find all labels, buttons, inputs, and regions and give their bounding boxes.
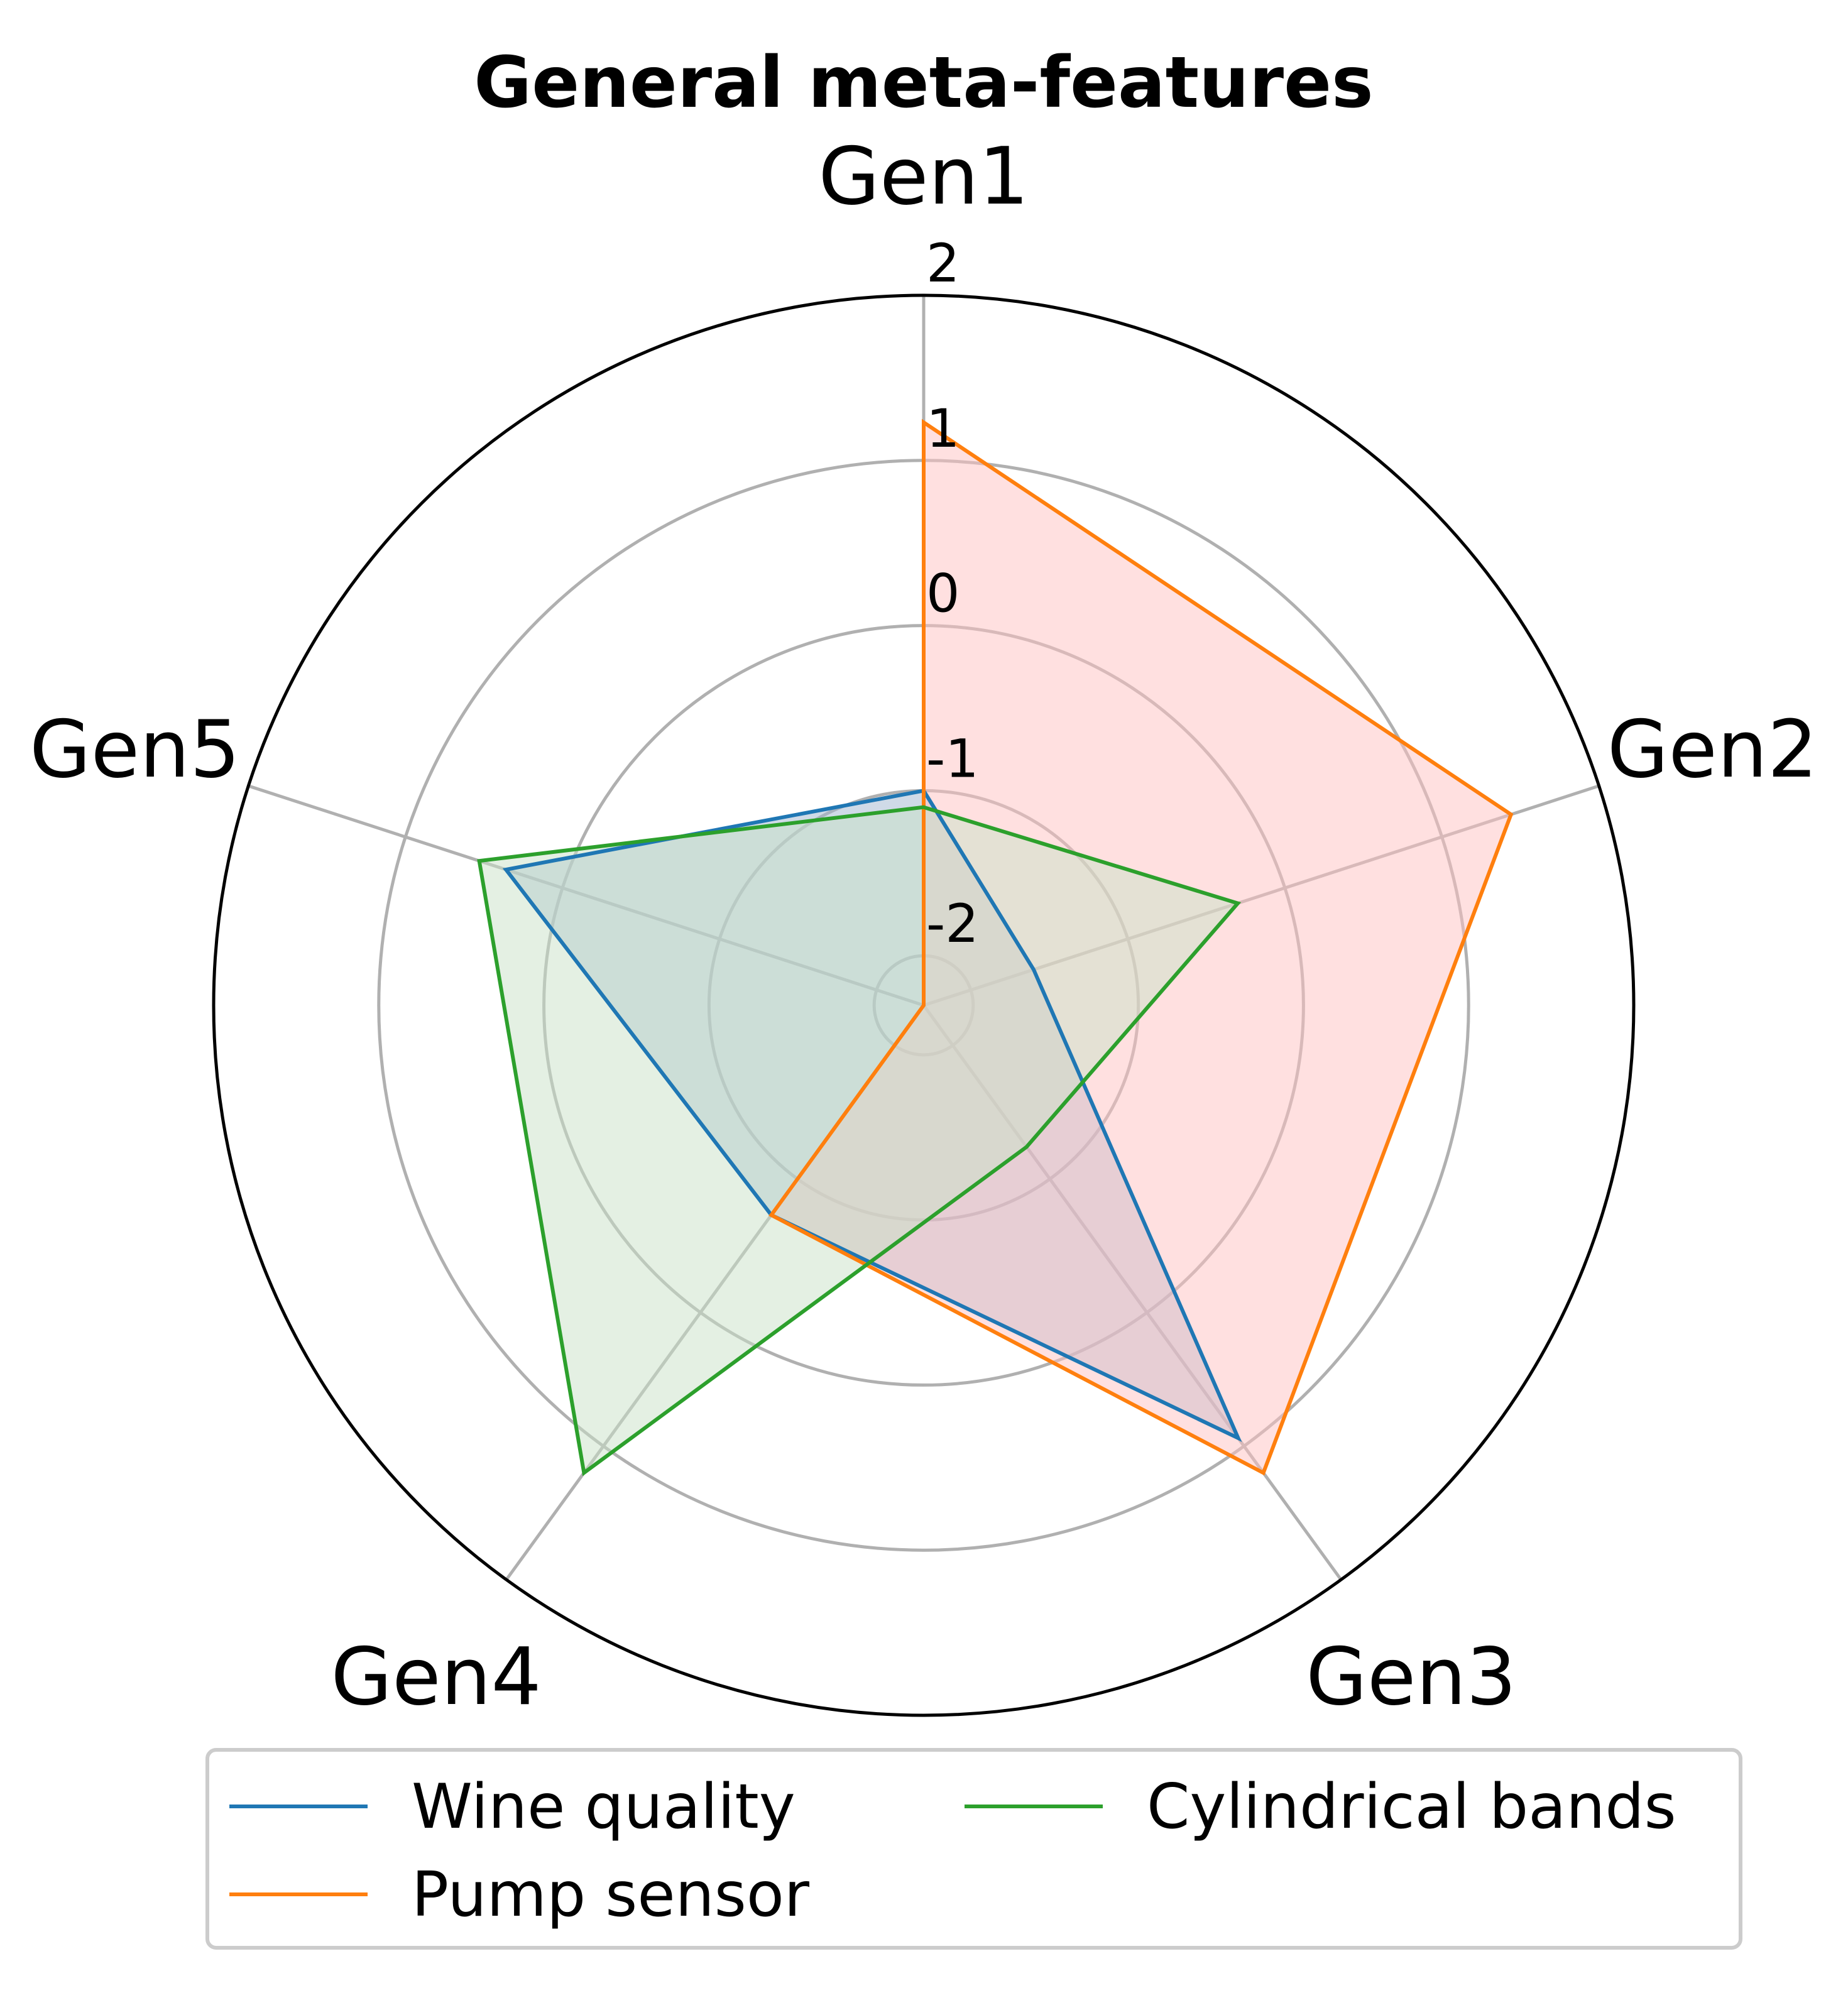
tick-label-4: 2 <box>926 232 960 294</box>
axis-label-gen3: Gen3 <box>1306 1630 1516 1723</box>
legend-label-wine-quality: Wine quality <box>412 1771 796 1843</box>
axis-label-gen1: Gen1 <box>818 130 1029 222</box>
tick-label-1: -1 <box>926 728 979 789</box>
chart-title: General meta-features <box>474 42 1373 124</box>
axis-label-gen4: Gen4 <box>331 1630 542 1723</box>
series-line-wine-quality <box>502 789 1242 1442</box>
legend-frame <box>205 1748 1742 1950</box>
series-line-cylindrical-bands <box>477 805 1242 1477</box>
series-fill-cylindrical-bands <box>479 807 1238 1473</box>
axis-label-gen2: Gen2 <box>1607 703 1818 795</box>
tick-label-2: 0 <box>926 563 960 625</box>
series-fills <box>479 422 1511 1473</box>
legend-label-pump-sensor: Pump sensor <box>412 1859 810 1931</box>
tick-label-3: 1 <box>926 398 960 459</box>
outer-ring <box>212 293 1636 1717</box>
legend-label-cylindrical-bands: Cylindrical bands <box>1147 1771 1676 1843</box>
legend: Wine quality Pump sensor Cylindrical bands <box>205 1748 1742 1950</box>
series-lines <box>477 418 1514 1477</box>
series-line-pump-sensor <box>768 418 1514 1476</box>
tick-label-0: -2 <box>926 893 979 954</box>
radial-tick-labels: -2 -1 0 1 2 <box>926 232 979 954</box>
axis-labels: Gen1 Gen2 Gen3 Gen4 Gen5 <box>30 130 1818 1723</box>
axis-label-gen5: Gen5 <box>30 703 240 795</box>
